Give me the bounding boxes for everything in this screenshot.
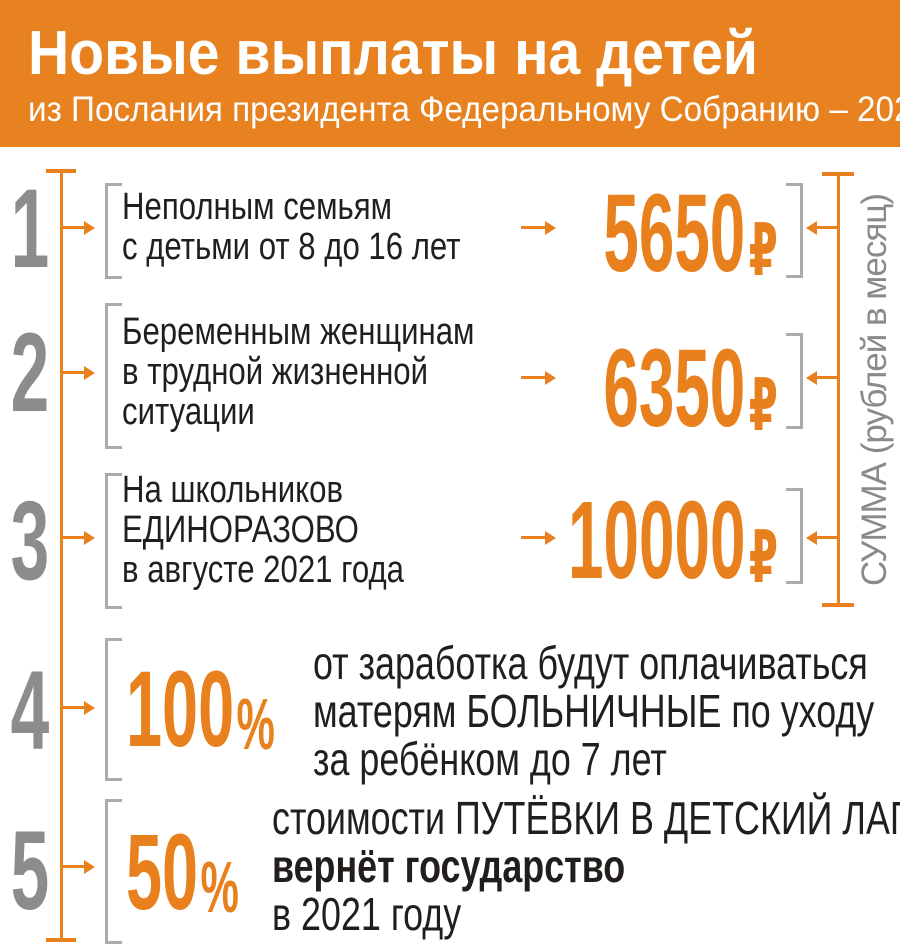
arrow-right-icon: [62, 226, 84, 229]
left-rail-line: [60, 171, 63, 942]
percent-sign-icon: %: [200, 848, 239, 928]
arrow-right-icon: [62, 371, 84, 374]
arrow-left-icon: [817, 536, 838, 539]
ruble-sign-icon: ₽: [748, 366, 778, 446]
amount-value: 10000₽: [568, 479, 778, 602]
bracket-icon: [105, 183, 122, 279]
item-number: 1: [10, 166, 50, 291]
arrow-right-icon: [521, 536, 545, 539]
left-rail-top-cap: [46, 169, 76, 173]
ruble-sign-icon: ₽: [748, 211, 778, 291]
sum-axis-label: СУММА (рублей в месяц): [855, 194, 894, 586]
item-text: Беременным женщинам в трудной жизненной …: [122, 311, 475, 433]
page-title: Новые выплаты на детей: [28, 19, 758, 88]
item-text: На школьников ЕДИНОРАЗОВО в августе 2021…: [122, 469, 405, 591]
item-text: от заработка будут оплачиваться матерям …: [313, 637, 875, 785]
item-text: стоимости ПУТЁВКИ В ДЕТСКИЙ ЛАГЕРЬ вернё…: [272, 792, 900, 940]
bracket-icon: [105, 638, 122, 781]
arrow-right-icon: [521, 376, 545, 379]
sum-axis-top-cap: [822, 172, 854, 176]
item-text: Неполным семьям с детьми от 8 до 16 лет: [122, 186, 461, 268]
header: Новые выплаты на детей из Послания прези…: [0, 0, 900, 147]
item-number: 4: [10, 648, 50, 773]
ruble-sign-icon: ₽: [748, 518, 778, 598]
item-number: 3: [10, 478, 50, 603]
sum-axis-line: [837, 174, 840, 607]
bracket-icon: [105, 303, 122, 449]
arrow-right-icon: [62, 706, 84, 709]
amount-value: 5650₽: [603, 172, 778, 295]
arrow-left-icon: [817, 226, 838, 229]
arrow-right-icon: [62, 865, 84, 868]
item-number: 5: [10, 808, 50, 933]
bracket-icon: [786, 333, 803, 429]
sum-axis-bottom-cap: [822, 603, 854, 607]
left-rail-bottom-cap: [46, 938, 76, 942]
percent-sign-icon: %: [236, 685, 275, 765]
bracket-icon: [105, 799, 122, 944]
amount-value: 6350₽: [603, 327, 778, 450]
item-number: 2: [10, 310, 50, 435]
bracket-icon: [786, 488, 803, 584]
arrow-left-icon: [817, 376, 838, 379]
page-subtitle: из Послания президента Федеральному Собр…: [28, 90, 900, 129]
arrow-right-icon: [62, 536, 84, 539]
bracket-icon: [786, 183, 803, 278]
arrow-right-icon: [521, 226, 545, 229]
bracket-icon: [105, 473, 122, 609]
percent-value: 100%: [126, 648, 275, 769]
percent-value: 50%: [126, 811, 239, 932]
